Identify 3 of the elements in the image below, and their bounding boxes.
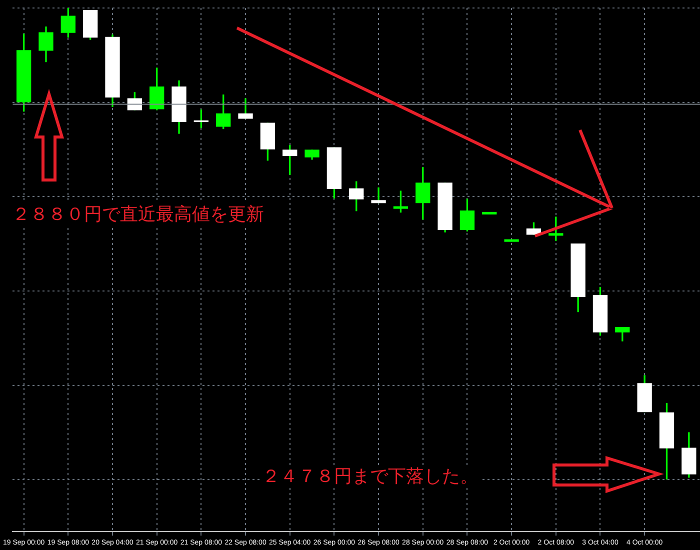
annotation: ２４７８円まで下落した。 <box>262 466 478 487</box>
annotation: ２８８０円で直近最高値を更新 <box>12 204 264 225</box>
candlestick <box>371 187 386 204</box>
